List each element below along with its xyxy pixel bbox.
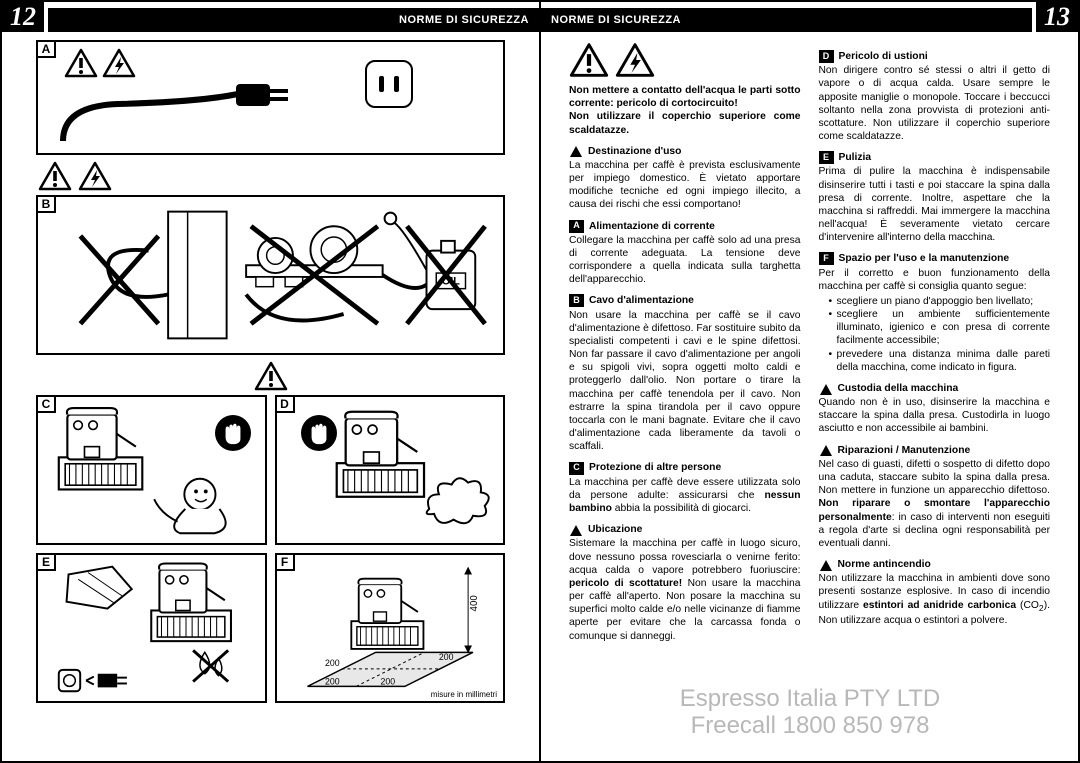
- section-body: Prima di pulire la macchina è indispensa…: [819, 165, 1051, 244]
- section-body: Nel caso di guasti, difetti o sospetto d…: [819, 458, 1051, 550]
- panel-e-label: E: [36, 553, 56, 571]
- section-heading: B Cavo d'alimentazione: [569, 294, 801, 307]
- panel-c-label: C: [36, 395, 56, 413]
- section-body: Non dirigere contro sé stessi o altri il…: [819, 64, 1051, 143]
- stop-hand-icon: [301, 415, 337, 451]
- intro-warning-icons: [569, 42, 801, 78]
- panel-f-caption: misure in millimetri: [431, 690, 497, 699]
- panel-row-ef: E: [36, 553, 505, 711]
- section-heading: Custodia della macchina: [819, 382, 1051, 395]
- panel-c: C: [36, 395, 267, 545]
- section-body: Sistemare la macchina per caffè in luogo…: [569, 537, 801, 642]
- section-title: Protezione di altre persone: [589, 461, 721, 474]
- section-tag-triangle-icon: [819, 444, 833, 456]
- panel-b-illustration: OIL: [38, 197, 503, 353]
- section-body: Non usare la macchina per caffè se il ca…: [569, 309, 801, 454]
- page-left: 12 NORME DI SICUREZZA A: [0, 0, 540, 763]
- dim-tr: 200: [438, 652, 453, 662]
- section-title: Pericolo di ustioni: [839, 50, 928, 63]
- warning-triangle-icon: [38, 161, 72, 191]
- dim-br: 200: [380, 676, 395, 686]
- panel-f-illustration: 400 200 200 200 200: [277, 555, 504, 701]
- section-body: Non utilizzare la macchina in ambienti d…: [819, 572, 1051, 627]
- section-tag-box: C: [569, 462, 584, 475]
- section-body: Quando non è in uso, disinserire la macc…: [819, 396, 1051, 436]
- section-title: Norme antincendio: [838, 558, 931, 571]
- header-right: 13 NORME DI SICUREZZA: [541, 2, 1078, 32]
- intro-line-2: Non utilizzare il coperchio superiore co…: [569, 110, 801, 136]
- panel-e: E: [36, 553, 267, 703]
- section-title: Spazio per l'uso e la manutenzione: [839, 252, 1010, 265]
- dim-height: 400: [468, 595, 479, 612]
- section-title: Cavo d'alimentazione: [589, 294, 694, 307]
- section-tag-box: A: [569, 220, 584, 233]
- section-tag-box: D: [819, 50, 834, 63]
- section-body: La macchina per caffè è prevista esclusi…: [569, 159, 801, 212]
- panel-b-label: B: [36, 195, 56, 213]
- list-item: scegliere un ambiente sufficientemente i…: [829, 308, 1051, 348]
- list-item: prevedere una distanza minima dalle pare…: [829, 348, 1051, 374]
- text-column-2: D Pericolo di ustioniNon dirigere contro …: [819, 42, 1051, 643]
- dim-bl: 200: [325, 676, 340, 686]
- left-diagrams: A B: [2, 32, 539, 719]
- section-tag-triangle-icon: [569, 145, 583, 157]
- panel-a-label: A: [36, 40, 56, 58]
- section-heading: A Alimentazione di corrente: [569, 220, 801, 233]
- page-number-right: 13: [1036, 2, 1078, 32]
- electric-triangle-icon: [615, 42, 655, 78]
- section-heading: Ubicazione: [569, 523, 801, 536]
- panel-f: F 400 200 200: [275, 553, 506, 703]
- manual-spread: 12 NORME DI SICUREZZA A: [0, 0, 1080, 763]
- section-heading: F Spazio per l'uso e la manutenzione: [819, 252, 1051, 265]
- section-title: Custodia della macchina: [838, 382, 959, 395]
- panel-b: B OIL: [36, 195, 505, 355]
- page-number-left: 12: [2, 2, 44, 32]
- intro-line-1: Non mettere a contatto dell'acqua le par…: [569, 84, 801, 110]
- dim-tl: 200: [325, 658, 340, 668]
- panel-e-illustration: [38, 555, 265, 701]
- section-title: Alimentazione di corrente: [589, 220, 715, 233]
- section-heading: C Protezione di altre persone: [569, 461, 801, 474]
- header-left: 12 NORME DI SICUREZZA: [2, 2, 539, 32]
- electric-triangle-icon: [78, 161, 112, 191]
- warning-triangle-icon: [569, 42, 609, 78]
- power-cord-icon: [58, 56, 318, 146]
- stop-hand-icon: [215, 415, 251, 451]
- section-tag-box: B: [569, 294, 584, 307]
- section-heading: Destinazione d'uso: [569, 145, 801, 158]
- section-heading: Riparazioni / Manutenzione: [819, 444, 1051, 457]
- section-title: Pulizia: [839, 151, 872, 164]
- panel-a: A: [36, 40, 505, 155]
- section-body: Collegare la macchina per caffè solo ad …: [569, 234, 801, 287]
- section-tag-box: F: [819, 252, 834, 265]
- section-tag-box: E: [819, 151, 834, 164]
- section-title: Ubicazione: [588, 523, 642, 536]
- section-tag-triangle-icon: [819, 559, 833, 571]
- section-title: Riparazioni / Manutenzione: [838, 444, 971, 457]
- panel-row-cd: C D: [36, 395, 505, 553]
- section-tag-triangle-icon: [819, 383, 833, 395]
- section-body: La macchina per caffè deve essere utiliz…: [569, 476, 801, 516]
- section-heading: Norme antincendio: [819, 558, 1051, 571]
- section-title: Destinazione d'uso: [588, 145, 681, 158]
- header-title-left: NORME DI SICUREZZA: [48, 8, 539, 32]
- header-title-right: NORME DI SICUREZZA: [541, 8, 1032, 32]
- wall-outlet-icon: [365, 60, 413, 108]
- list-item: scegliere un piano d'appoggio ben livell…: [829, 295, 1051, 308]
- panel-d-label: D: [275, 395, 295, 413]
- warning-triangle-icon: [254, 361, 288, 391]
- text-column-1: Non mettere a contatto dell'acqua le par…: [569, 42, 801, 643]
- right-text-columns: Non mettere a contatto dell'acqua le par…: [541, 32, 1078, 651]
- panel-f-label: F: [275, 553, 295, 571]
- page-right: 13 NORME DI SICUREZZA Non mettere a cont…: [540, 0, 1080, 763]
- section-heading: E Pulizia: [819, 151, 1051, 164]
- section-body: Per il corretto e buon funzionamento del…: [819, 267, 1051, 293]
- section-tag-triangle-icon: [569, 524, 583, 536]
- panel-d: D: [275, 395, 506, 545]
- section-list: scegliere un piano d'appoggio ben livell…: [819, 295, 1051, 374]
- section-heading: D Pericolo di ustioni: [819, 50, 1051, 63]
